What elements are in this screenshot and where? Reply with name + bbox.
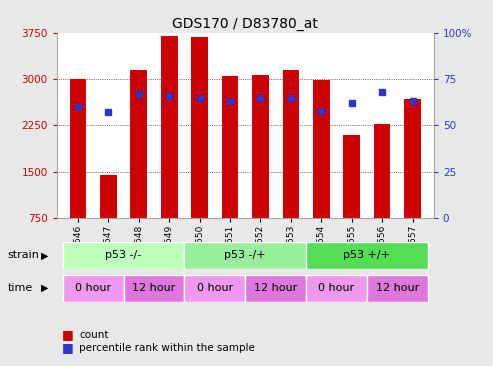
Text: 12 hour: 12 hour: [133, 283, 176, 293]
Bar: [306, 242, 428, 269]
Bar: [313, 81, 330, 218]
Bar: [222, 76, 239, 218]
Bar: [63, 242, 184, 269]
Text: p53 -/-: p53 -/-: [106, 250, 141, 260]
Bar: [184, 242, 306, 269]
Bar: [131, 70, 147, 218]
Bar: [124, 274, 184, 302]
Text: ■: ■: [62, 341, 73, 354]
Text: percentile rank within the sample: percentile rank within the sample: [79, 343, 255, 353]
Bar: [282, 70, 299, 218]
Text: strain: strain: [7, 250, 39, 260]
Text: ▶: ▶: [40, 250, 48, 260]
Bar: [306, 274, 367, 302]
Text: ▶: ▶: [40, 283, 48, 293]
Text: 12 hour: 12 hour: [376, 283, 419, 293]
Bar: [367, 274, 428, 302]
Text: p53 -/+: p53 -/+: [224, 250, 266, 260]
Text: 0 hour: 0 hour: [197, 283, 233, 293]
Text: 12 hour: 12 hour: [254, 283, 297, 293]
Bar: [404, 99, 421, 218]
Bar: [100, 175, 117, 218]
Bar: [63, 274, 124, 302]
Bar: [252, 75, 269, 218]
Text: ■: ■: [62, 328, 73, 341]
Text: 0 hour: 0 hour: [318, 283, 354, 293]
Bar: [191, 37, 208, 218]
Title: GDS170 / D83780_at: GDS170 / D83780_at: [173, 16, 318, 30]
Bar: [161, 36, 177, 218]
Bar: [246, 274, 306, 302]
Bar: [343, 135, 360, 218]
Text: count: count: [79, 330, 108, 340]
Text: time: time: [7, 283, 33, 293]
Bar: [70, 79, 86, 218]
Text: 0 hour: 0 hour: [75, 283, 111, 293]
Text: p53 +/+: p53 +/+: [344, 250, 390, 260]
Bar: [184, 274, 246, 302]
Bar: [374, 123, 390, 218]
